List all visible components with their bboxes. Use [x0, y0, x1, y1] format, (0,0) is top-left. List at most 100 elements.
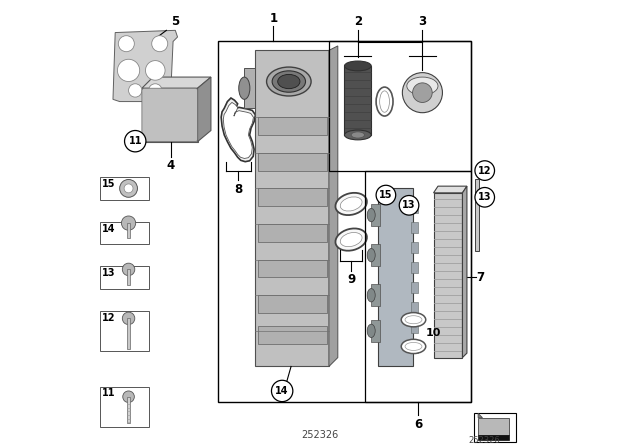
Text: 11: 11	[129, 136, 142, 146]
Bar	[100, 222, 148, 244]
Text: 6: 6	[414, 418, 422, 431]
Ellipse shape	[367, 208, 375, 222]
Ellipse shape	[401, 339, 426, 353]
Bar	[365, 171, 472, 402]
Polygon shape	[223, 103, 253, 159]
Ellipse shape	[407, 77, 438, 95]
Text: 13: 13	[478, 192, 492, 202]
Text: 5: 5	[171, 15, 179, 28]
Polygon shape	[258, 188, 326, 206]
Ellipse shape	[239, 77, 250, 99]
Text: 7: 7	[477, 271, 485, 284]
Text: 13: 13	[102, 268, 115, 278]
Text: 13: 13	[403, 200, 416, 210]
Text: 11: 11	[102, 388, 115, 398]
Polygon shape	[198, 77, 211, 142]
Polygon shape	[412, 202, 418, 213]
Bar	[100, 266, 148, 289]
Ellipse shape	[351, 132, 365, 138]
Circle shape	[148, 84, 162, 97]
Circle shape	[125, 130, 146, 152]
Polygon shape	[142, 77, 211, 88]
Ellipse shape	[380, 91, 390, 112]
Polygon shape	[255, 50, 329, 366]
Circle shape	[271, 380, 293, 402]
Circle shape	[117, 59, 140, 82]
Text: 12: 12	[102, 313, 115, 323]
Ellipse shape	[267, 67, 311, 96]
Polygon shape	[463, 186, 467, 358]
Polygon shape	[113, 30, 177, 102]
Text: 252326: 252326	[469, 436, 500, 445]
Circle shape	[120, 180, 138, 197]
Ellipse shape	[403, 73, 442, 113]
Ellipse shape	[401, 313, 426, 327]
Text: 15: 15	[102, 179, 115, 189]
Text: 252326: 252326	[301, 431, 339, 440]
Ellipse shape	[405, 342, 422, 350]
Ellipse shape	[367, 324, 375, 337]
Polygon shape	[258, 295, 326, 313]
Text: 12: 12	[478, 166, 492, 176]
Polygon shape	[344, 66, 371, 135]
Circle shape	[122, 312, 135, 325]
Circle shape	[129, 84, 142, 97]
Bar	[100, 311, 148, 351]
Text: 8: 8	[234, 183, 242, 196]
Polygon shape	[478, 435, 509, 440]
Bar	[127, 269, 131, 285]
Polygon shape	[412, 242, 418, 253]
Ellipse shape	[367, 289, 375, 302]
Polygon shape	[371, 204, 380, 226]
Polygon shape	[412, 302, 418, 313]
Polygon shape	[371, 320, 380, 342]
Polygon shape	[258, 260, 326, 277]
Text: 3: 3	[419, 15, 426, 28]
Ellipse shape	[335, 228, 367, 251]
Polygon shape	[475, 180, 479, 251]
Polygon shape	[258, 153, 326, 171]
Circle shape	[152, 36, 168, 52]
Polygon shape	[258, 117, 326, 135]
Text: 10: 10	[426, 328, 442, 338]
Circle shape	[122, 216, 136, 230]
Circle shape	[124, 184, 133, 193]
Bar	[127, 397, 131, 423]
Text: 4: 4	[167, 159, 175, 172]
Polygon shape	[412, 342, 418, 353]
Ellipse shape	[340, 197, 362, 211]
Circle shape	[145, 60, 165, 80]
FancyBboxPatch shape	[142, 88, 198, 142]
Ellipse shape	[335, 193, 367, 215]
Bar	[329, 42, 472, 171]
Bar	[218, 42, 472, 402]
Ellipse shape	[376, 87, 393, 116]
Ellipse shape	[278, 74, 300, 89]
Bar	[127, 319, 131, 349]
Polygon shape	[433, 193, 463, 358]
Circle shape	[475, 161, 495, 181]
Polygon shape	[412, 222, 418, 233]
Ellipse shape	[272, 71, 305, 92]
Polygon shape	[412, 282, 418, 293]
Circle shape	[123, 391, 134, 403]
Polygon shape	[412, 262, 418, 273]
Circle shape	[413, 83, 432, 103]
Polygon shape	[371, 244, 380, 266]
Text: 1: 1	[269, 12, 277, 25]
Polygon shape	[329, 46, 338, 366]
Polygon shape	[258, 327, 326, 344]
Circle shape	[475, 188, 495, 207]
Circle shape	[376, 185, 396, 205]
Text: 15: 15	[379, 190, 393, 200]
Polygon shape	[378, 188, 413, 366]
Polygon shape	[221, 98, 255, 162]
Ellipse shape	[344, 61, 371, 71]
Polygon shape	[412, 322, 418, 333]
Polygon shape	[244, 68, 255, 108]
Ellipse shape	[344, 130, 371, 140]
Bar	[127, 223, 131, 238]
Polygon shape	[142, 88, 198, 142]
Polygon shape	[258, 224, 326, 242]
Text: 2: 2	[354, 15, 362, 28]
